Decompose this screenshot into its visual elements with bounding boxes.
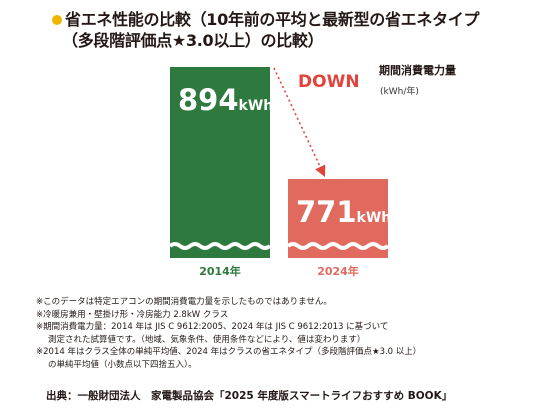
bullet-icon [52,14,62,25]
chart-title: 省エネ性能の比較（10年前の平均と最新型の省エネタイプ （多段階評価点★3.0以… [52,9,552,51]
title-line-2: （多段階評価点★3.0以上）の比較） [62,31,324,50]
category-label: 2024年 [317,264,359,278]
category-label: 2014年 [199,264,241,278]
axis-break-wave [286,242,390,250]
footnote: ※2014 年はクラス全体の単純平均値、2024 年はクラスの省エネタイプ（多段… [36,347,422,358]
down-annotation: DOWN [298,72,360,92]
unit-sub-label: (kWh/年) [380,87,419,97]
footnote: ※期間消費電力量：2014 年は JIS C 9612:2005、2024 年は… [36,322,389,333]
footnote: ※冷暖房兼用・壁掛け形・冷房能力 2.8kW クラス [36,309,229,320]
bar-value-label: 894kWh [178,83,273,117]
axis-break-wave [168,242,272,250]
unit-label: 期間消費電力量 [379,64,456,77]
bar-2014年 [170,67,270,258]
footnotes: ※このデータは特定エアコンの期間消費電力量を示したものではありません。 ※冷暖房… [36,296,556,372]
footnote: ※このデータは特定エアコンの期間消費電力量を示したものではありません。 [36,297,332,307]
source-citation: 出典：一般財団法人 家電製品協会「2025 年度版スマートライフおすすめ BOO… [46,390,453,402]
title-line-1: 省エネ性能の比較（10年前の平均と最新型の省エネタイプ [52,9,552,30]
bar-chart: 894kWh 2014年 771kWh 2024年 DOWN [168,67,391,278]
bar-value-label: 771kWh [296,195,391,229]
title-line-1-text: 省エネ性能の比較（10年前の平均と最新型の省エネタイプ [65,10,480,29]
footnote: 測定された試算値です。（地域、気象条件、使用条件などにより、値は変わります） [48,334,366,345]
footnote: の単純平均値（小数点以下四捨五入）。 [48,359,197,370]
